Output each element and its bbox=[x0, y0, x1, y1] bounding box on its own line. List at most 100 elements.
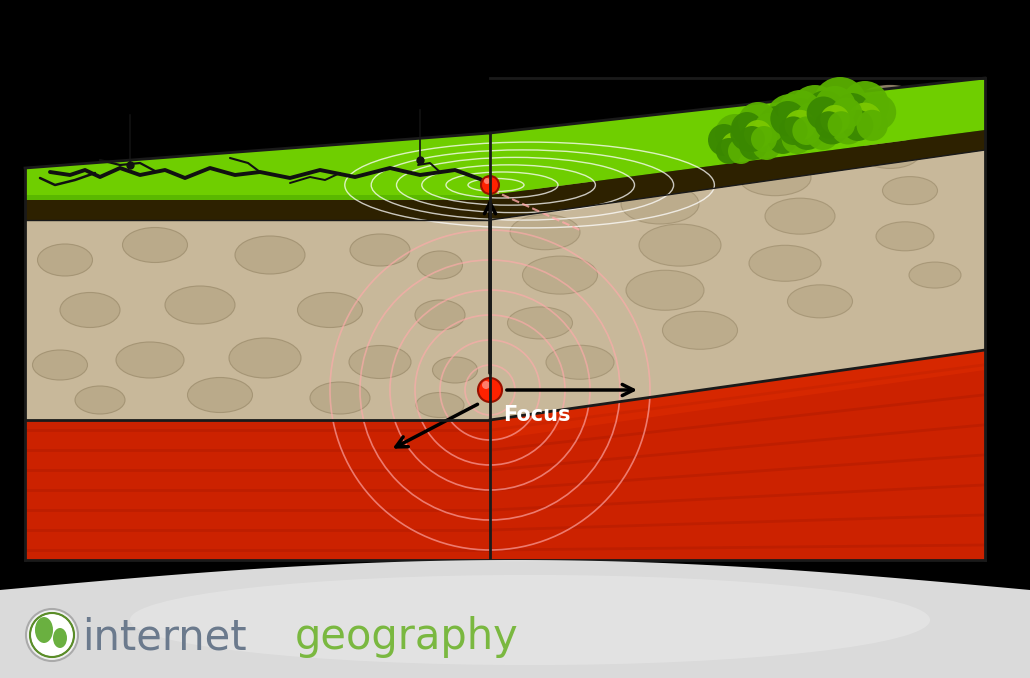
Circle shape bbox=[834, 92, 876, 132]
Circle shape bbox=[815, 111, 843, 138]
Circle shape bbox=[830, 109, 865, 144]
Circle shape bbox=[842, 81, 889, 129]
Polygon shape bbox=[732, 134, 739, 160]
Ellipse shape bbox=[626, 271, 703, 311]
Circle shape bbox=[728, 138, 754, 164]
Ellipse shape bbox=[310, 382, 370, 414]
Ellipse shape bbox=[33, 350, 88, 380]
Circle shape bbox=[785, 107, 821, 143]
Ellipse shape bbox=[37, 244, 93, 276]
Circle shape bbox=[814, 86, 856, 128]
Circle shape bbox=[482, 381, 490, 389]
Circle shape bbox=[803, 90, 847, 134]
Polygon shape bbox=[832, 107, 838, 133]
Circle shape bbox=[739, 126, 765, 152]
Polygon shape bbox=[490, 78, 985, 195]
Circle shape bbox=[774, 116, 806, 149]
Circle shape bbox=[831, 98, 862, 129]
Circle shape bbox=[813, 77, 867, 131]
Ellipse shape bbox=[433, 357, 478, 383]
Ellipse shape bbox=[883, 176, 937, 205]
Ellipse shape bbox=[765, 198, 835, 234]
Circle shape bbox=[745, 125, 776, 155]
Circle shape bbox=[731, 112, 763, 144]
Ellipse shape bbox=[29, 612, 75, 658]
Text: internet: internet bbox=[82, 616, 246, 658]
Circle shape bbox=[484, 178, 490, 184]
Circle shape bbox=[715, 114, 755, 154]
Circle shape bbox=[754, 113, 784, 143]
Ellipse shape bbox=[415, 300, 465, 330]
Ellipse shape bbox=[26, 609, 78, 661]
Circle shape bbox=[756, 117, 789, 150]
Circle shape bbox=[721, 132, 749, 160]
Ellipse shape bbox=[416, 393, 464, 418]
Polygon shape bbox=[787, 118, 793, 148]
Circle shape bbox=[770, 101, 805, 136]
Circle shape bbox=[815, 109, 850, 144]
Polygon shape bbox=[25, 133, 490, 195]
Ellipse shape bbox=[639, 224, 721, 266]
Polygon shape bbox=[0, 560, 1030, 678]
Ellipse shape bbox=[53, 628, 67, 648]
Ellipse shape bbox=[417, 251, 462, 279]
Polygon shape bbox=[490, 350, 985, 440]
Circle shape bbox=[731, 125, 761, 155]
Circle shape bbox=[730, 116, 765, 151]
Ellipse shape bbox=[860, 138, 920, 168]
Ellipse shape bbox=[123, 228, 187, 262]
Ellipse shape bbox=[60, 292, 121, 327]
Circle shape bbox=[843, 110, 873, 141]
Circle shape bbox=[779, 117, 808, 145]
Circle shape bbox=[744, 120, 772, 148]
Polygon shape bbox=[862, 105, 868, 135]
Circle shape bbox=[478, 378, 502, 402]
Circle shape bbox=[766, 94, 814, 142]
Circle shape bbox=[782, 123, 813, 154]
Circle shape bbox=[792, 117, 821, 145]
Ellipse shape bbox=[229, 338, 301, 378]
Ellipse shape bbox=[749, 245, 821, 281]
Polygon shape bbox=[755, 122, 761, 148]
Ellipse shape bbox=[630, 129, 710, 170]
Ellipse shape bbox=[788, 285, 853, 318]
Circle shape bbox=[828, 111, 855, 138]
Polygon shape bbox=[25, 420, 490, 560]
Polygon shape bbox=[837, 104, 843, 138]
Polygon shape bbox=[490, 130, 985, 220]
Polygon shape bbox=[812, 111, 818, 143]
Circle shape bbox=[789, 85, 842, 137]
Ellipse shape bbox=[298, 292, 363, 327]
Circle shape bbox=[860, 94, 896, 130]
Circle shape bbox=[716, 138, 742, 164]
Ellipse shape bbox=[546, 345, 614, 379]
Polygon shape bbox=[490, 350, 985, 560]
Circle shape bbox=[795, 102, 828, 135]
Circle shape bbox=[778, 90, 822, 134]
Circle shape bbox=[780, 98, 822, 140]
Circle shape bbox=[810, 99, 849, 138]
Polygon shape bbox=[25, 195, 490, 220]
Circle shape bbox=[797, 108, 833, 145]
Ellipse shape bbox=[349, 346, 411, 378]
Circle shape bbox=[790, 116, 824, 150]
Ellipse shape bbox=[235, 236, 305, 274]
Ellipse shape bbox=[909, 262, 961, 288]
Ellipse shape bbox=[621, 184, 699, 224]
Circle shape bbox=[805, 116, 839, 150]
Polygon shape bbox=[25, 195, 490, 200]
Polygon shape bbox=[25, 220, 490, 420]
Polygon shape bbox=[490, 150, 985, 420]
Polygon shape bbox=[797, 112, 803, 140]
Circle shape bbox=[740, 132, 767, 160]
Circle shape bbox=[820, 105, 850, 134]
Ellipse shape bbox=[30, 613, 74, 657]
Circle shape bbox=[752, 132, 781, 160]
Circle shape bbox=[806, 96, 840, 130]
Polygon shape bbox=[757, 127, 763, 155]
Ellipse shape bbox=[510, 215, 580, 250]
Circle shape bbox=[785, 110, 816, 140]
Circle shape bbox=[481, 176, 499, 194]
Ellipse shape bbox=[745, 106, 815, 142]
Circle shape bbox=[739, 102, 778, 142]
